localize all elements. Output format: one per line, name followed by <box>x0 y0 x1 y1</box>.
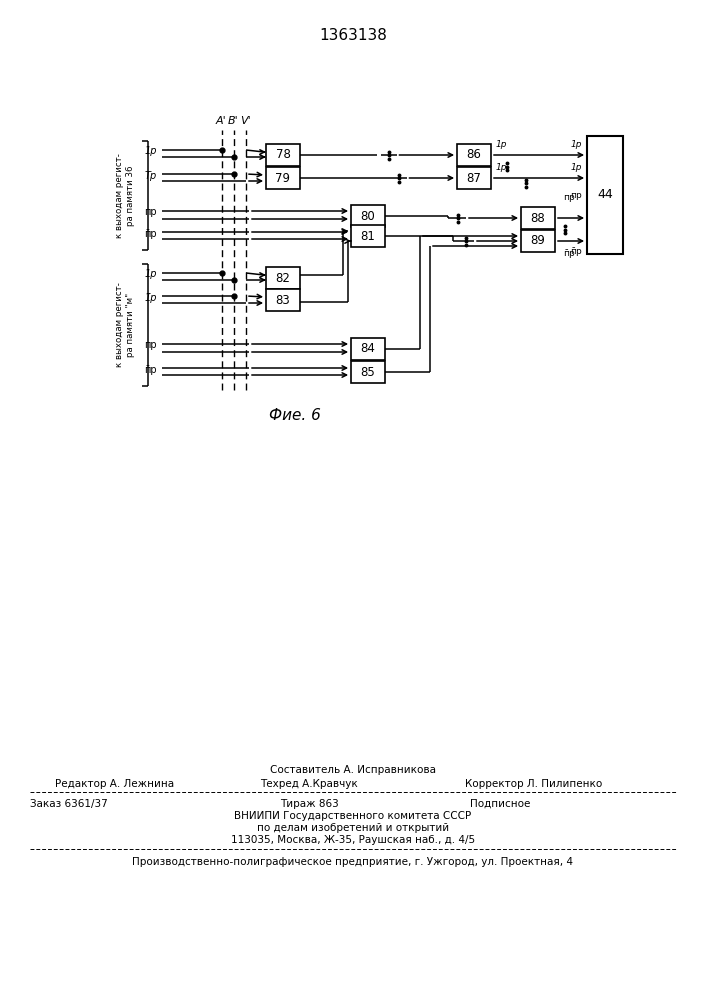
Text: A': A' <box>216 116 226 126</box>
Text: Техред А.Кравчук: Техред А.Кравчук <box>260 779 358 789</box>
Text: 1р: 1р <box>571 163 582 172</box>
Bar <box>587 136 623 254</box>
Text: 81: 81 <box>361 230 375 242</box>
Bar <box>351 361 385 383</box>
Text: 82: 82 <box>276 271 291 284</box>
Text: к выходам регист-
ра памяти 36: к выходам регист- ра памяти 36 <box>115 153 135 238</box>
Text: 83: 83 <box>276 294 291 306</box>
Text: Корректор Л. Пилипенко: Корректор Л. Пилипенко <box>465 779 602 789</box>
Text: Производственно-полиграфическое предприятие, г. Ужгород, ул. Проектная, 4: Производственно-полиграфическое предприя… <box>132 857 573 867</box>
Text: Редактор А. Лежнина: Редактор А. Лежнина <box>55 779 174 789</box>
Text: пр: пр <box>571 190 582 200</box>
Text: 1̄р: 1̄р <box>144 293 157 303</box>
Text: 86: 86 <box>467 148 481 161</box>
Text: пр: пр <box>144 340 157 350</box>
Text: 1р: 1р <box>144 269 157 279</box>
Text: п̄р: п̄р <box>144 365 157 375</box>
Text: V': V' <box>240 116 250 126</box>
Text: 85: 85 <box>361 365 375 378</box>
Text: 1363138: 1363138 <box>319 28 387 43</box>
Text: B': B' <box>228 116 238 126</box>
Bar <box>521 207 555 229</box>
Text: Заказ 6361/37: Заказ 6361/37 <box>30 799 107 809</box>
Text: пр: пр <box>563 194 575 202</box>
Text: 80: 80 <box>361 210 375 223</box>
Text: 87: 87 <box>467 172 481 184</box>
Text: Составитель А. Исправникова: Составитель А. Исправникова <box>270 765 436 775</box>
Text: 44: 44 <box>597 188 613 202</box>
Bar <box>457 167 491 189</box>
Text: Подписное: Подписное <box>470 799 530 809</box>
Text: 84: 84 <box>361 342 375 356</box>
Text: 113035, Москва, Ж-35, Раушская наб., д. 4/5: 113035, Москва, Ж-35, Раушская наб., д. … <box>231 835 475 845</box>
Text: 1р: 1р <box>496 140 508 149</box>
Text: п̄р: п̄р <box>571 247 582 256</box>
Text: к выходам регист-
ра памяти "м": к выходам регист- ра памяти "м" <box>115 283 135 367</box>
Text: ВНИИПИ Государственного комитета СССР: ВНИИПИ Государственного комитета СССР <box>235 811 472 821</box>
Text: 89: 89 <box>530 234 545 247</box>
Text: п̄р: п̄р <box>144 229 157 239</box>
Text: Фие. 6: Фие. 6 <box>269 408 321 422</box>
Text: 79: 79 <box>276 172 291 184</box>
Text: 78: 78 <box>276 148 291 161</box>
Text: 88: 88 <box>531 212 545 225</box>
Text: Тр: Тр <box>145 171 157 181</box>
Bar <box>521 230 555 252</box>
Bar <box>266 167 300 189</box>
Text: по делам изобретений и открытий: по делам изобретений и открытий <box>257 823 449 833</box>
Text: п̄р: п̄р <box>563 248 575 257</box>
Text: 1р: 1р <box>144 146 157 156</box>
Bar <box>351 338 385 360</box>
Bar <box>266 267 300 289</box>
Text: пр: пр <box>144 207 157 217</box>
Text: 1р: 1р <box>571 140 582 149</box>
Bar <box>351 205 385 227</box>
Bar <box>351 225 385 247</box>
Bar <box>266 289 300 311</box>
Bar <box>457 144 491 166</box>
Text: 1р: 1р <box>496 163 508 172</box>
Text: Тираж 863: Тираж 863 <box>280 799 339 809</box>
Bar <box>266 144 300 166</box>
